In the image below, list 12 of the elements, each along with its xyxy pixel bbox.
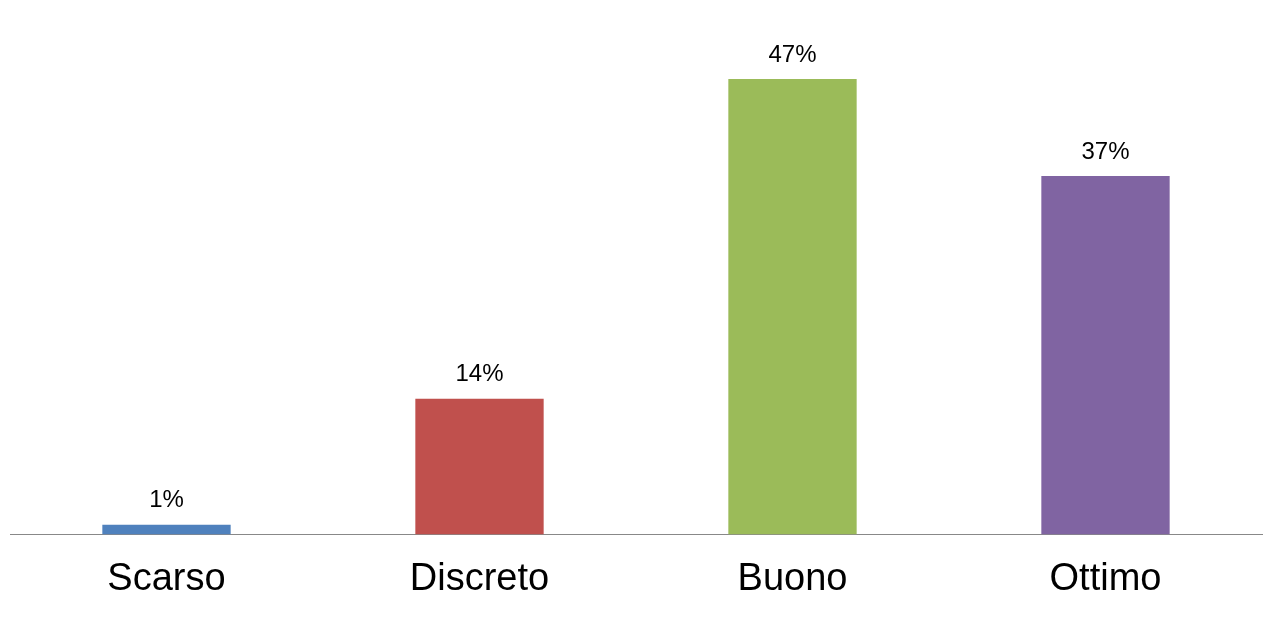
x-tick-label: Buono (737, 555, 848, 598)
bar (728, 79, 857, 535)
data-label: 14% (455, 359, 504, 387)
bar (1041, 175, 1170, 535)
x-tick-label: Discreto (409, 555, 550, 598)
bar (102, 524, 231, 535)
x-tick-label: Ottimo (1049, 555, 1162, 598)
data-label: 1% (149, 485, 184, 513)
data-label: 47% (768, 39, 817, 67)
bar (415, 398, 544, 535)
data-label: 37% (1081, 136, 1130, 164)
x-tick-label: Scarso (107, 555, 226, 598)
